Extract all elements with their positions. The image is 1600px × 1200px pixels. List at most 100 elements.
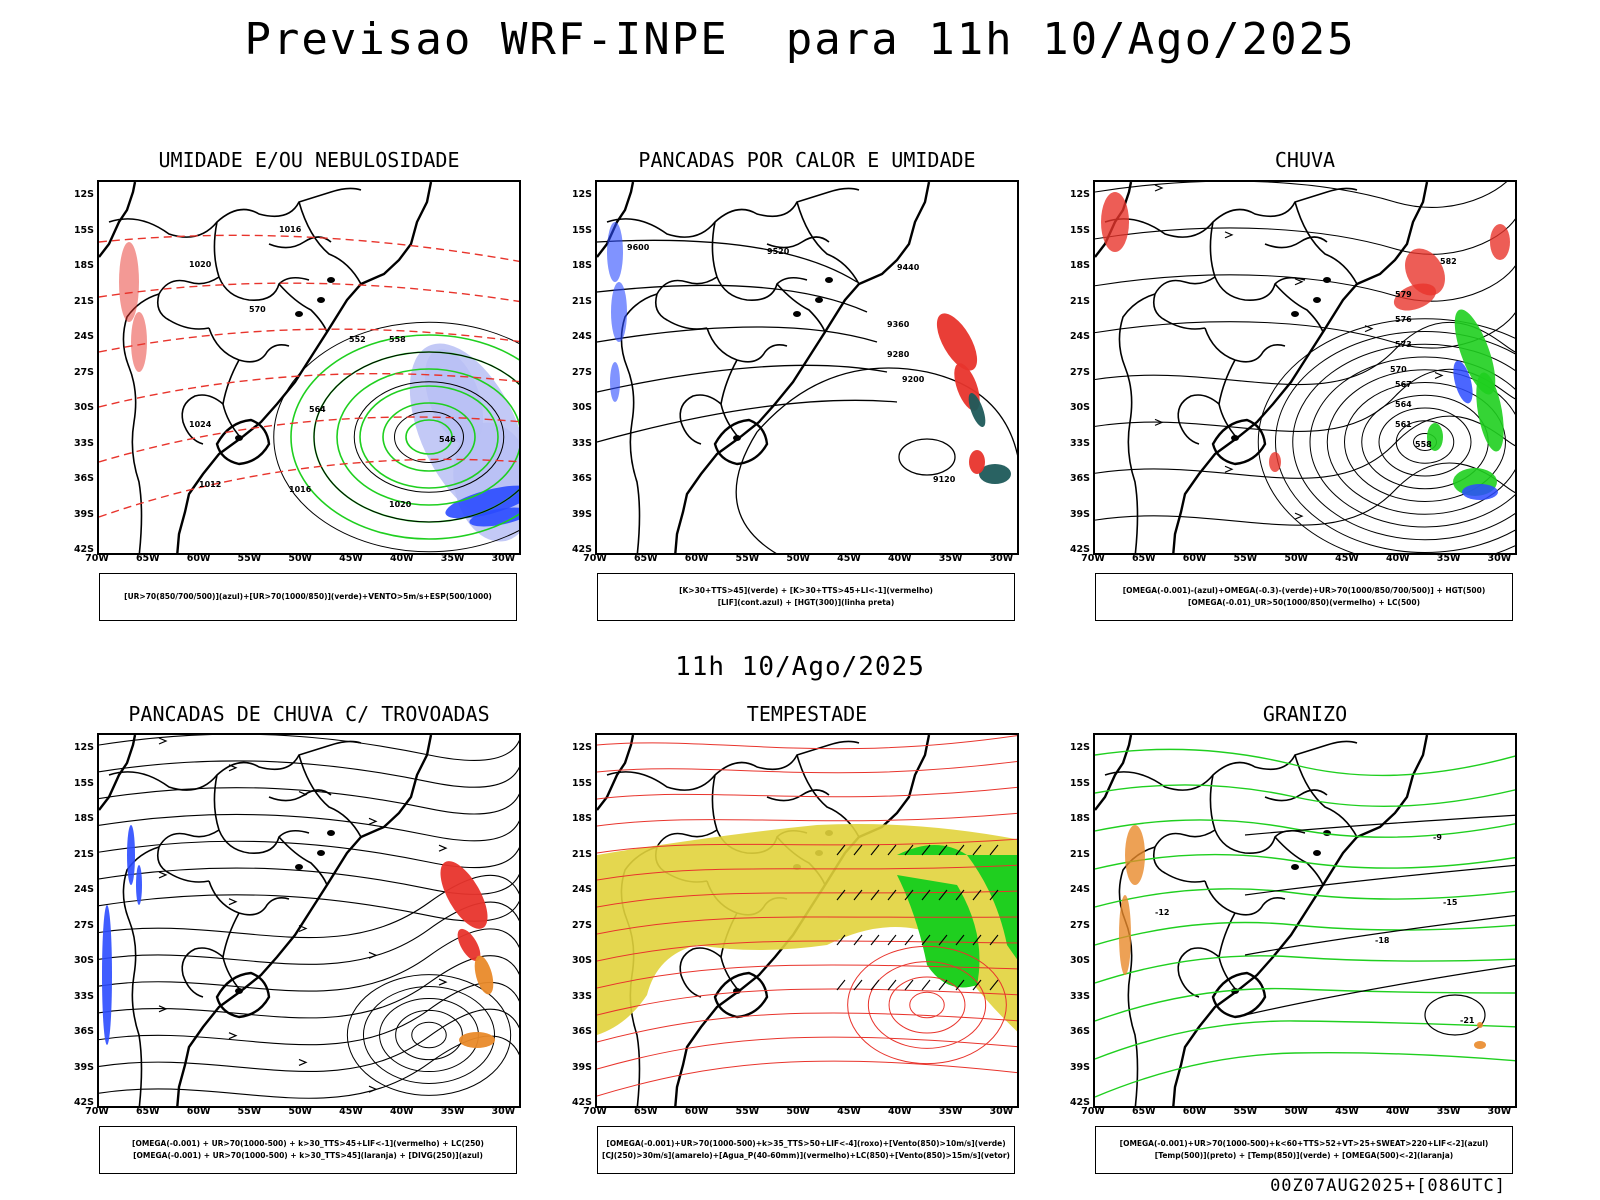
latitude-label: 24S xyxy=(571,331,592,342)
latitude-label: 18S xyxy=(73,260,94,271)
longitude-label: 30W xyxy=(1487,553,1512,564)
longitude-label: 40W xyxy=(1385,1106,1410,1117)
legend-box: [UR>70(850/700/500)](azul)+[UR>70(1000/8… xyxy=(99,573,517,621)
longitude-label: 55W xyxy=(1233,553,1258,564)
contour-label: -12 xyxy=(1155,908,1169,917)
latitude-label: 15S xyxy=(73,224,94,236)
longitude-label: 30W xyxy=(1487,1106,1512,1117)
longitude-label: 60W xyxy=(684,1106,709,1117)
contour-label: 1024 xyxy=(189,420,212,429)
latitude-label: 12S xyxy=(1069,189,1090,200)
latitude-label: 24S xyxy=(1069,884,1090,895)
legend-line: [OMEGA(-0.001) + UR>70(1000-500) + k>30_… xyxy=(132,1139,484,1148)
latitude-label: 42S xyxy=(73,1097,94,1108)
latitude-label: 42S xyxy=(1069,544,1090,555)
longitude-label: 30W xyxy=(989,553,1014,564)
latitude-label: 42S xyxy=(571,544,592,555)
latitude-label: 39S xyxy=(571,508,592,520)
panel-title: GRANIZO xyxy=(1262,702,1348,726)
forecast-map: 9600 9520 9440 9360 9280 9200 9120 xyxy=(595,180,1019,555)
latitude-label: 24S xyxy=(1069,331,1090,342)
latitude-label: 12S xyxy=(73,189,94,200)
contour-label: 567 xyxy=(1395,380,1412,389)
latitude-label: 33S xyxy=(571,437,592,449)
legend-line: [OMEGA(-0.001)+UR>70(1000-500)+k<60+TTS>… xyxy=(1119,1139,1489,1148)
legend-line: [Temp(500)](preto) + [Temp(850)](verde) … xyxy=(1154,1151,1454,1160)
contour-label: 573 xyxy=(1395,340,1412,349)
longitude-label: 45W xyxy=(837,1106,861,1117)
latitude-label: 21S xyxy=(571,848,592,860)
contour-label: -9 xyxy=(1433,833,1442,842)
longitude-label: 65W xyxy=(135,1106,160,1117)
longitude-label: 65W xyxy=(1131,553,1156,564)
latitude-label: 15S xyxy=(73,777,94,789)
longitude-label: 50W xyxy=(1284,553,1309,564)
latitude-label: 39S xyxy=(73,508,94,520)
latitude-label: 12S xyxy=(73,742,94,753)
contour-label: 1020 xyxy=(389,500,412,509)
latitude-label: 36S xyxy=(1069,1026,1090,1037)
latitude-label: 30S xyxy=(73,402,94,413)
latitude-label: 33S xyxy=(1069,437,1090,449)
latitude-label: 36S xyxy=(571,1026,592,1037)
legend-line: [K>30+TTS>45](verde) + [K>30+TTS>45+LI<-… xyxy=(679,586,933,595)
map-graphic xyxy=(99,735,519,1106)
panel-title: CHUVA xyxy=(1274,148,1336,172)
contour-label: 9520 xyxy=(767,247,790,256)
longitude-label: 35W xyxy=(938,553,963,564)
longitude-label: 30W xyxy=(989,1106,1014,1117)
map-graphic: 582 579 576 573 570 567 564 561 558 xyxy=(1095,182,1515,553)
longitude-label: 35W xyxy=(938,1106,963,1117)
latitude-label: 33S xyxy=(1069,990,1090,1002)
latitude-label: 12S xyxy=(571,189,592,200)
main-title: Previsao WRF-INPE para 11h 10/Ago/2025 xyxy=(244,14,1356,65)
panel-title: PANCADAS POR CALOR E UMIDADE xyxy=(638,148,976,172)
legend-line: [OMEGA(-0.01)_UR>50(1000/850)(vermelho) … xyxy=(1187,598,1421,607)
longitude-label: 60W xyxy=(684,553,709,564)
longitude-label: 40W xyxy=(389,1106,414,1117)
contour-label: 582 xyxy=(1440,257,1457,266)
latitude-label: 27S xyxy=(73,919,94,931)
contour-label: 564 xyxy=(309,405,326,414)
longitude-label: 40W xyxy=(887,553,912,564)
latitude-label: 27S xyxy=(1069,919,1090,931)
legend-line: [UR>70(850/700/500)](azul)+[UR>70(1000/8… xyxy=(124,592,492,601)
contour-label: 9200 xyxy=(902,375,925,384)
longitude-label: 60W xyxy=(186,553,211,564)
longitude-label: 65W xyxy=(1131,1106,1156,1117)
latitude-label: 30S xyxy=(571,402,592,413)
latitude-label: 27S xyxy=(1069,366,1090,378)
longitude-label: 60W xyxy=(186,1106,211,1117)
longitude-label: 50W xyxy=(786,553,811,564)
forecast-map xyxy=(97,733,521,1108)
latitude-label: 39S xyxy=(73,1061,94,1073)
latitude-label: 12S xyxy=(571,742,592,753)
panel-title: PANCADAS DE CHUVA C/ TROVOADAS xyxy=(128,702,490,726)
longitude-label: 45W xyxy=(339,553,363,564)
latitude-label: 15S xyxy=(571,777,592,789)
longitude-label: 55W xyxy=(1233,1106,1258,1117)
latitude-label: 42S xyxy=(571,1097,592,1108)
longitude-label: 60W xyxy=(1182,1106,1207,1117)
longitude-label: 70W xyxy=(1081,553,1105,564)
contour-label: -15 xyxy=(1443,898,1458,907)
latitude-label: 24S xyxy=(73,331,94,342)
longitude-label: 50W xyxy=(1284,1106,1309,1117)
longitude-label: 70W xyxy=(583,553,607,564)
latitude-label: 36S xyxy=(571,473,592,484)
longitude-label: 65W xyxy=(633,1106,658,1117)
latitude-label: 18S xyxy=(1069,813,1090,824)
latitude-label: 36S xyxy=(73,473,94,484)
forecast-map: -12 -15 -18 -21 -9 xyxy=(1093,733,1517,1108)
latitude-label: 33S xyxy=(73,437,94,449)
legend-line: [OMEGA(-0.001)+UR>70(1000-500)+k>35_TTS>… xyxy=(606,1139,1006,1148)
legend-line: [OMEGA(-0.001)-(azul)+OMEGA(-0.3)-(verde… xyxy=(1122,586,1486,595)
latitude-label: 21S xyxy=(73,848,94,860)
legend-line: [LIF](cont.azul) + [HGT(300)](linha pret… xyxy=(717,598,895,607)
longitude-label: 55W xyxy=(735,553,760,564)
longitude-label: 55W xyxy=(237,553,262,564)
longitude-label: 30W xyxy=(491,1106,516,1117)
latitude-label: 30S xyxy=(1069,955,1090,966)
longitude-label: 65W xyxy=(633,553,658,564)
contour-label: 1016 xyxy=(289,485,312,494)
